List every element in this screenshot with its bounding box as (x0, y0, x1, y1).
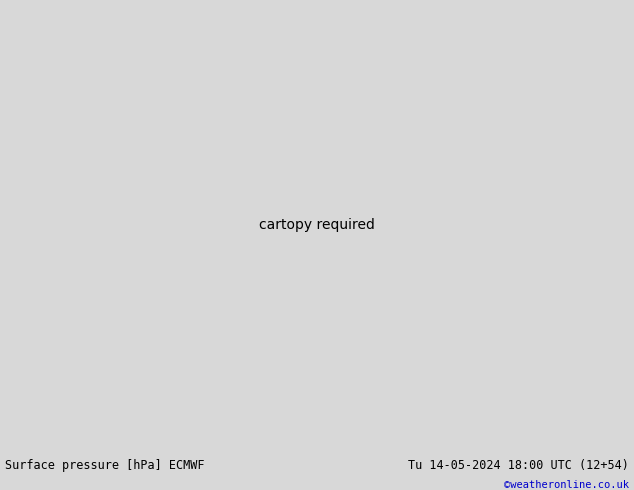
Text: Surface pressure [hPa] ECMWF: Surface pressure [hPa] ECMWF (5, 459, 205, 471)
Text: Tu 14-05-2024 18:00 UTC (12+54): Tu 14-05-2024 18:00 UTC (12+54) (408, 459, 629, 471)
Text: ©weatheronline.co.uk: ©weatheronline.co.uk (504, 480, 629, 490)
Text: cartopy required: cartopy required (259, 218, 375, 232)
